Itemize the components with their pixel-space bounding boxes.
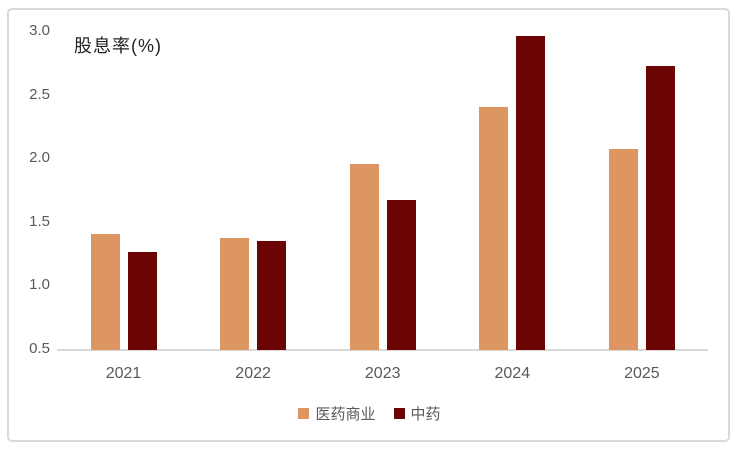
legend-item-医药商业: 医药商业 <box>298 403 376 424</box>
bar-中药-2025 <box>645 66 675 350</box>
y-tick-label: 2.5 <box>29 85 50 103</box>
x-tick-label-2022: 2022 <box>235 365 271 382</box>
y-tick-label: 1.5 <box>29 212 50 230</box>
bar-中药-2021 <box>127 252 157 350</box>
x-tick-label-2023: 2023 <box>364 365 401 382</box>
legend-label: 医药商业 <box>315 406 376 423</box>
x-axis-line <box>57 349 708 351</box>
y-tick-label: 2.0 <box>29 149 50 167</box>
bar-中药-2023 <box>386 200 416 350</box>
bar-中药-2024 <box>516 36 546 350</box>
legend-swatch-icon <box>298 408 310 419</box>
bar-中药-2022 <box>257 241 287 350</box>
legend: 医药商业 中药 <box>0 403 739 424</box>
bar-医药商业-2024 <box>479 107 509 350</box>
bar-医药商业-2022 <box>220 238 250 350</box>
chart-title: 股息率(%) <box>74 36 162 56</box>
bar-医药商业-2021 <box>90 234 120 350</box>
x-tick-label-2021: 2021 <box>105 365 142 382</box>
legend-swatch-icon <box>393 408 405 419</box>
y-tick-label: 1.0 <box>29 276 50 294</box>
legend-item-中药: 中药 <box>393 403 441 424</box>
x-tick-label-2025: 2025 <box>624 365 660 382</box>
y-tick-label: 0.5 <box>29 340 50 357</box>
bar-医药商业-2025 <box>608 149 638 350</box>
y-tick-label: 3.0 <box>29 22 50 39</box>
bar-医药商业-2023 <box>349 164 379 350</box>
legend-label: 中药 <box>410 406 441 423</box>
x-tick-label-2024: 2024 <box>494 365 531 382</box>
